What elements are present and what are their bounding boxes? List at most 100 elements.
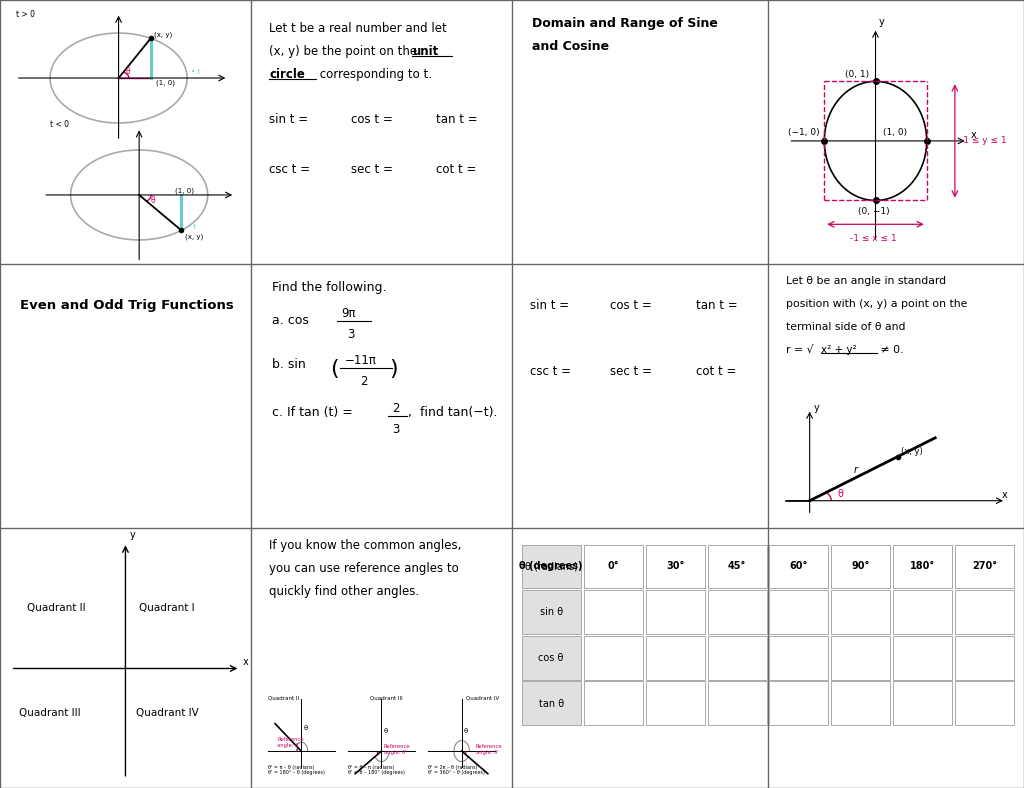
Text: x² + y²: x² + y² bbox=[821, 345, 857, 355]
Text: 3: 3 bbox=[392, 423, 399, 436]
Text: θ: θ bbox=[125, 68, 130, 76]
Text: θ' = 2π – θ (radians): θ' = 2π – θ (radians) bbox=[428, 765, 478, 770]
Bar bbox=[893, 545, 952, 589]
Bar bbox=[769, 682, 828, 725]
Text: position with (x, y) a point on the: position with (x, y) a point on the bbox=[786, 299, 968, 309]
Text: 270°: 270° bbox=[972, 561, 997, 571]
Text: ≠ 0.: ≠ 0. bbox=[878, 345, 904, 355]
Text: Quadrant IV: Quadrant IV bbox=[136, 708, 199, 718]
Text: θ: θ bbox=[384, 728, 388, 734]
Bar bbox=[645, 636, 705, 679]
Text: y: y bbox=[130, 530, 135, 541]
Text: (1, 0): (1, 0) bbox=[883, 128, 907, 137]
Bar bbox=[708, 590, 767, 634]
Text: cos t =: cos t = bbox=[610, 299, 652, 311]
Text: r = √: r = √ bbox=[786, 345, 813, 355]
Text: θ (radians): θ (radians) bbox=[524, 562, 578, 572]
Text: (0, 1): (0, 1) bbox=[845, 69, 869, 79]
Text: Reference: Reference bbox=[384, 744, 411, 749]
Bar bbox=[893, 682, 952, 725]
Text: quickly find other angles.: quickly find other angles. bbox=[269, 585, 419, 598]
Bar bbox=[769, 590, 828, 634]
Bar bbox=[831, 590, 891, 634]
Text: x: x bbox=[971, 130, 976, 140]
Bar bbox=[584, 636, 643, 679]
Text: sin θ: sin θ bbox=[540, 608, 563, 618]
Text: Quadrant II: Quadrant II bbox=[27, 603, 86, 613]
Text: θ' = 180° – θ (degrees): θ' = 180° – θ (degrees) bbox=[268, 771, 325, 775]
Text: (x, y): (x, y) bbox=[901, 448, 924, 456]
Text: If you know the common angles,: If you know the common angles, bbox=[269, 540, 462, 552]
Bar bbox=[893, 636, 952, 679]
Text: 45°: 45° bbox=[728, 561, 746, 571]
Bar bbox=[521, 545, 581, 589]
Text: (x, y) be the point on the: (x, y) be the point on the bbox=[269, 45, 421, 58]
Bar bbox=[645, 545, 705, 589]
Bar bbox=[584, 545, 643, 589]
Text: 180°: 180° bbox=[910, 561, 936, 571]
Text: unit: unit bbox=[412, 45, 438, 58]
Bar bbox=[955, 636, 1015, 679]
Text: Reference: Reference bbox=[476, 744, 503, 749]
Text: sec t =: sec t = bbox=[351, 163, 393, 176]
Bar bbox=[584, 682, 643, 725]
Bar bbox=[521, 636, 581, 679]
Text: Quadrant II: Quadrant II bbox=[268, 696, 299, 701]
Text: Quadrant IV: Quadrant IV bbox=[466, 696, 500, 701]
Text: 2: 2 bbox=[359, 375, 368, 388]
Text: t > 0: t > 0 bbox=[15, 10, 35, 20]
Text: -1 ≤ x ≤ 1: -1 ≤ x ≤ 1 bbox=[850, 234, 897, 243]
Text: 0°: 0° bbox=[607, 561, 618, 571]
Bar bbox=[769, 545, 828, 589]
Text: terminal side of θ and: terminal side of θ and bbox=[786, 322, 905, 332]
Text: y: y bbox=[879, 17, 885, 27]
Text: -1 ≤ y ≤ 1: -1 ≤ y ≤ 1 bbox=[961, 136, 1007, 146]
Text: θ: θ bbox=[151, 196, 156, 205]
Text: (: ( bbox=[330, 359, 339, 379]
Text: circle: circle bbox=[269, 68, 305, 81]
Text: cot t =: cot t = bbox=[436, 163, 476, 176]
Text: θ' = 360° – θ (degrees): θ' = 360° – θ (degrees) bbox=[428, 771, 485, 775]
Bar bbox=[893, 545, 952, 589]
Text: Even and Odd Trig Functions: Even and Odd Trig Functions bbox=[20, 299, 233, 311]
Text: b. sin: b. sin bbox=[271, 358, 305, 370]
Text: θ' = θ – π (radians): θ' = θ – π (radians) bbox=[348, 765, 394, 770]
Bar bbox=[521, 545, 581, 589]
Text: c. If tan (t) =: c. If tan (t) = bbox=[271, 407, 352, 419]
Bar bbox=[893, 590, 952, 634]
Text: Let θ be an angle in standard: Let θ be an angle in standard bbox=[786, 276, 946, 285]
Bar bbox=[955, 682, 1015, 725]
Text: θ: θ bbox=[838, 489, 843, 500]
Text: (x, y): (x, y) bbox=[155, 32, 172, 39]
Bar bbox=[708, 545, 767, 589]
Text: sec t =: sec t = bbox=[610, 366, 652, 378]
Text: sin t =: sin t = bbox=[530, 299, 569, 311]
Text: θ (degrees): θ (degrees) bbox=[519, 561, 583, 571]
Text: tan t =: tan t = bbox=[695, 299, 737, 311]
Text: 30°: 30° bbox=[666, 561, 684, 571]
Text: tan t =: tan t = bbox=[436, 113, 477, 126]
Text: 2: 2 bbox=[392, 403, 399, 415]
Text: 9π: 9π bbox=[341, 307, 355, 320]
Text: θ' = θ – 180° (degrees): θ' = θ – 180° (degrees) bbox=[348, 771, 406, 775]
Bar bbox=[769, 545, 828, 589]
Text: csc t =: csc t = bbox=[530, 366, 571, 378]
Bar bbox=[584, 545, 643, 589]
Text: angle: θ': angle: θ' bbox=[278, 743, 300, 748]
Text: (−1, 0): (−1, 0) bbox=[788, 128, 820, 137]
Text: Quadrant III: Quadrant III bbox=[18, 708, 81, 718]
Bar bbox=[645, 545, 705, 589]
Text: r: r bbox=[854, 465, 858, 475]
Bar bbox=[521, 590, 581, 634]
Text: y: y bbox=[813, 403, 819, 413]
Text: angle: θ': angle: θ' bbox=[476, 750, 499, 755]
Bar bbox=[831, 636, 891, 679]
Text: csc t =: csc t = bbox=[269, 163, 310, 176]
Bar bbox=[584, 590, 643, 634]
Text: θ: θ bbox=[464, 728, 468, 734]
Text: ,  find tan(−t).: , find tan(−t). bbox=[409, 407, 498, 419]
Bar bbox=[645, 590, 705, 634]
Text: (0, −1): (0, −1) bbox=[858, 206, 889, 216]
Bar bbox=[831, 545, 891, 589]
Text: cos θ: cos θ bbox=[539, 653, 564, 663]
